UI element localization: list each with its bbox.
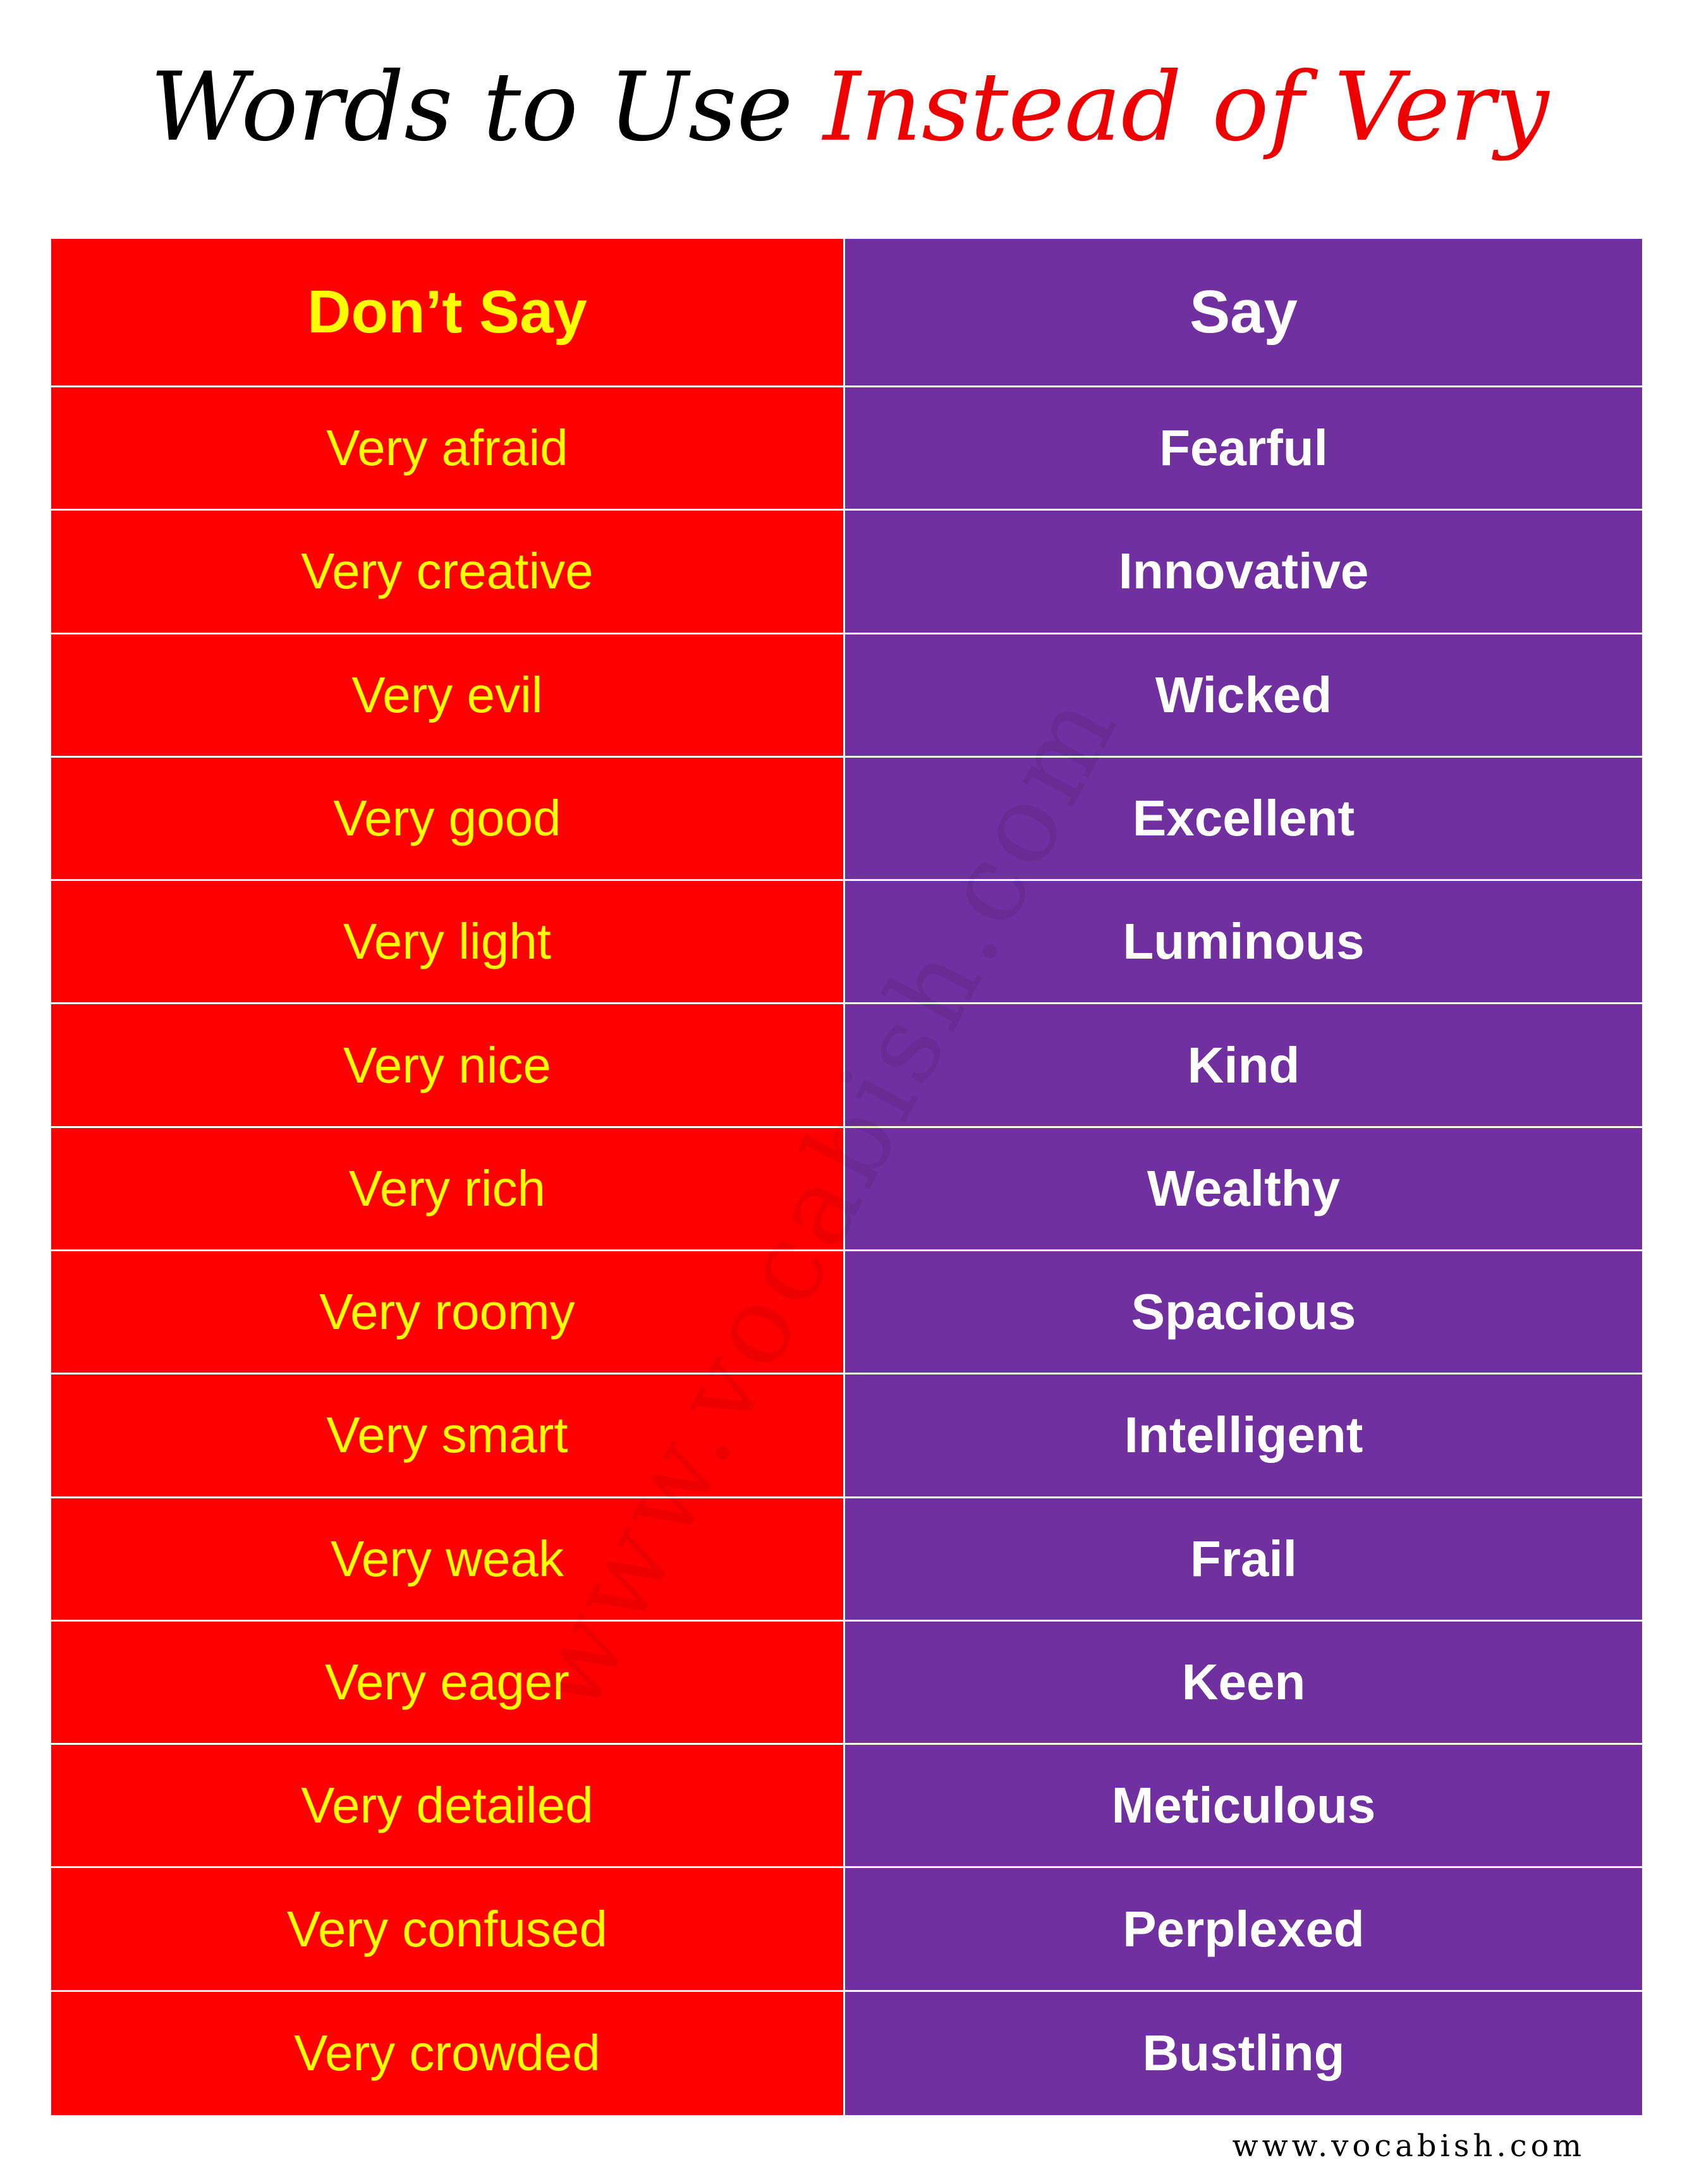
title: Words to Use Instead of Very — [0, 44, 1699, 171]
table: Don’t Say Say Very afraid Fearful Very creat… — [51, 239, 1642, 2115]
say-cell: Keen — [845, 1621, 1642, 1745]
dont-say-cell: Very good — [51, 757, 845, 882]
title-part: Words to Use — [150, 52, 793, 162]
dont-say-cell: Very confused — [51, 1868, 845, 1992]
dont-say-cell: Very nice — [51, 1004, 845, 1128]
say-cell: Excellent — [845, 757, 1642, 882]
dont-say-cell: Very smart — [51, 1374, 845, 1498]
header-cell: Say — [845, 239, 1642, 387]
dont-say-cell: Very detailed — [51, 1745, 845, 1869]
dont-say-cell: Very evil — [51, 634, 845, 758]
dont-say-cell: Very light — [51, 881, 845, 1005]
dont-say-cell: Very creative — [51, 511, 845, 634]
say-cell: Meticulous — [845, 1745, 1642, 1869]
say-cell: Intelligent — [845, 1374, 1642, 1498]
say-cell: Perplexed — [845, 1868, 1642, 1992]
dont-say-cell: Very crowded — [51, 1991, 845, 2115]
say-cell: Spacious — [845, 1251, 1642, 1375]
say-cell: Bustling — [845, 1991, 1642, 2115]
say-cell: Wicked — [845, 634, 1642, 758]
dont-say-cell: Very weak — [51, 1498, 845, 1622]
dont-say-cell: Very eager — [51, 1621, 845, 1745]
say-cell: Wealthy — [845, 1127, 1642, 1251]
say-cell: Kind — [845, 1004, 1642, 1128]
title-highlight: Instead of Very — [823, 52, 1549, 162]
say-cell: Innovative — [845, 511, 1642, 634]
footer: www.vocabish.com — [1232, 2128, 1585, 2164]
say-cell: Fearful — [845, 387, 1642, 511]
dont-say-cell: Very afraid — [51, 387, 845, 511]
dont-say-cell: Very roomy — [51, 1251, 845, 1375]
dont-say-cell: Very rich — [51, 1127, 845, 1251]
say-cell: Frail — [845, 1498, 1642, 1622]
header-cell: Don’t Say — [51, 239, 845, 387]
say-cell: Luminous — [845, 881, 1642, 1005]
